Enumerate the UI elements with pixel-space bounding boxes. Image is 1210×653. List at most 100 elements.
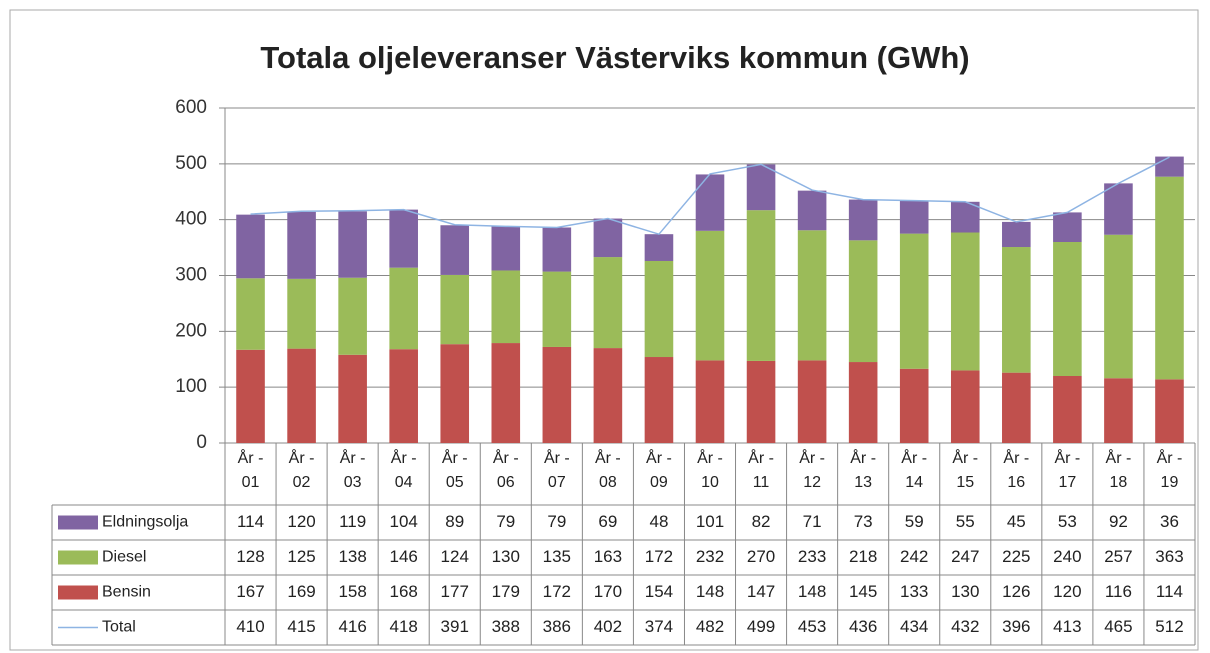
x-label-box: År - 11 [748, 450, 774, 491]
x-tick-label: År - 16 [1003, 450, 1030, 491]
x-tick-label: År - 11 [748, 450, 774, 491]
x-tick-label: År - 17 [1054, 450, 1081, 491]
table-value: 413 [1053, 617, 1081, 636]
x-label-box: År - 04 [391, 450, 417, 491]
bar [1053, 212, 1082, 242]
bar [491, 343, 521, 443]
table-value: 59 [905, 512, 924, 531]
bar [1155, 379, 1184, 443]
x-tick-label: År - 06 [492, 450, 519, 491]
bar [1155, 176, 1184, 380]
bar [542, 346, 572, 443]
table-value: 130 [951, 582, 979, 601]
x-label-box: År - 16 [1003, 450, 1030, 491]
table-value: 45 [1007, 512, 1026, 531]
bar [593, 348, 623, 443]
table-value: 126 [1002, 582, 1030, 601]
bar [491, 270, 521, 344]
table-value: 114 [237, 512, 264, 531]
x-label-box: År - 01 [238, 450, 264, 491]
table-value: 48 [649, 512, 668, 531]
table-value: 145 [849, 582, 877, 601]
bar [1053, 242, 1082, 376]
x-label-box: År - 03 [339, 450, 366, 491]
bar [1002, 247, 1031, 373]
x-label-box: År - 15 [952, 450, 979, 491]
bar [440, 274, 470, 345]
x-tick-label: År - 10 [697, 450, 723, 491]
table-value: 119 [339, 512, 366, 531]
table-value: 388 [492, 617, 520, 636]
table-value: 172 [543, 582, 571, 601]
legend-label: Eldningsolja [102, 514, 188, 531]
bar [950, 201, 980, 233]
table-value: 55 [956, 512, 975, 531]
table-value: 148 [696, 582, 724, 601]
table-value: 242 [900, 547, 928, 566]
x-tick-label: År - 02 [288, 450, 315, 491]
table-value: 170 [594, 582, 622, 601]
x-label-box: År - 18 [1105, 450, 1132, 491]
table-value: 89 [445, 512, 464, 531]
table-value: 434 [900, 617, 928, 636]
table-value: 416 [338, 617, 366, 636]
table-value: 79 [496, 512, 515, 531]
x-tick-label: År - 03 [339, 450, 366, 491]
bar [899, 200, 929, 234]
y-tick-label: 500 [175, 153, 207, 174]
table-value: 386 [543, 617, 571, 636]
x-label-box: År - 17 [1054, 450, 1081, 491]
table-value: 396 [1002, 617, 1030, 636]
table-value: 124 [441, 547, 469, 566]
bar [797, 360, 827, 443]
bar [287, 348, 316, 443]
table-value: 218 [849, 547, 877, 566]
bar [287, 278, 316, 349]
bar [797, 190, 827, 231]
bar [695, 174, 725, 231]
table-value: 512 [1155, 617, 1183, 636]
table-value: 73 [854, 512, 873, 531]
x-tick-label: År - 08 [594, 450, 621, 491]
table-value: 453 [798, 617, 826, 636]
table-value: 391 [441, 617, 469, 636]
bar [1104, 234, 1133, 379]
legend-label: Total [102, 619, 136, 636]
x-label-box: År - 10 [697, 450, 723, 491]
table-value: 410 [236, 617, 264, 636]
table-value: 270 [747, 547, 775, 566]
x-tick-label: År - 18 [1105, 450, 1132, 491]
bar [236, 278, 265, 350]
table-value: 257 [1104, 547, 1132, 566]
table-value: 402 [594, 617, 622, 636]
table-value: 104 [389, 512, 417, 531]
table-value: 158 [338, 582, 366, 601]
x-label-box: År - 06 [492, 450, 519, 491]
table-value: 465 [1104, 617, 1132, 636]
table-value: 79 [547, 512, 566, 531]
x-tick-label: År - 15 [952, 450, 979, 491]
total-line [250, 156, 1170, 236]
bar [338, 354, 367, 443]
table-value: 432 [951, 617, 979, 636]
table-value: 415 [287, 617, 315, 636]
bar [491, 226, 521, 271]
table-value: 71 [803, 512, 822, 531]
table-value: 232 [696, 547, 724, 566]
bar [644, 357, 674, 443]
table-value: 225 [1002, 547, 1030, 566]
bar [593, 257, 623, 349]
table-value: 163 [594, 547, 622, 566]
bar [287, 211, 316, 279]
bar [797, 230, 827, 361]
table-value: 114 [1156, 582, 1183, 601]
table-value: 168 [389, 582, 417, 601]
bar [440, 344, 470, 443]
bar [848, 362, 878, 443]
bar [644, 260, 674, 358]
y-tick-label: 0 [196, 432, 207, 453]
x-tick-label: År - 13 [850, 450, 877, 491]
table-value: 133 [900, 582, 928, 601]
x-label-box: År - 05 [442, 450, 468, 491]
